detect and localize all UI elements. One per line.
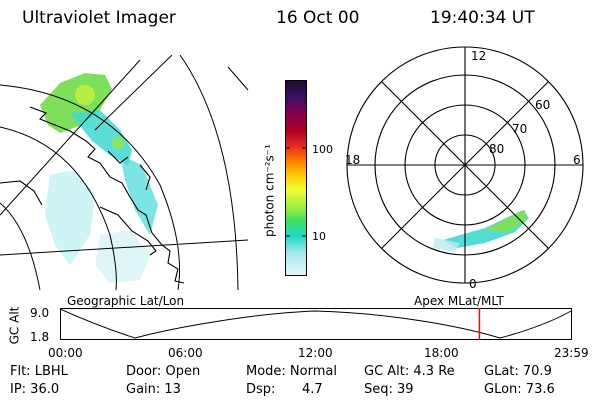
gc-alt-status: GC Alt: 4.3 Re xyxy=(364,364,455,379)
gc-alt-axis-title: GC Alt xyxy=(7,306,22,345)
colorbar-tick-10: 10 xyxy=(312,230,326,243)
x-tick-2359: 23:59 xyxy=(554,346,589,360)
altitude-timeline xyxy=(60,308,572,340)
coastlines xyxy=(0,106,185,284)
lat-label-80: 80 xyxy=(489,142,504,156)
glat-status: GLat: 70.9 xyxy=(484,364,552,379)
mode-status: Mode: Normal xyxy=(246,364,337,379)
dsp-value: 4.7 xyxy=(302,382,323,397)
colorbar-unit-label: photon cm⁻²s⁻¹ xyxy=(262,144,277,237)
seq-status: Seq: 39 xyxy=(364,382,414,397)
door-status: Door: Open xyxy=(126,364,201,379)
polar-plot: 12 18 6 0 60 70 80 xyxy=(345,46,584,290)
glon-status: GLon: 73.6 xyxy=(484,382,555,397)
instrument-title: Ultraviolet Imager xyxy=(22,8,176,28)
geographic-title: Geographic Lat/Lon xyxy=(67,294,185,308)
date-label: 16 Oct 00 xyxy=(276,8,360,28)
geographic-map xyxy=(0,55,249,290)
gain-status: Gain: 13 xyxy=(126,382,181,397)
ip-status: IP: 36.0 xyxy=(10,382,60,397)
x-tick-0600: 06:00 xyxy=(168,346,203,360)
mlt-label-right: 6 xyxy=(573,153,581,167)
x-tick-1200: 12:00 xyxy=(298,346,333,360)
color-bar xyxy=(285,80,307,276)
x-tick-1800: 18:00 xyxy=(424,346,459,360)
mlt-label-bottom: 0 xyxy=(469,277,477,290)
y-tick-9: 9.0 xyxy=(30,306,50,320)
y-tick-1-8: 1.8 xyxy=(30,330,50,344)
dsp-label: Dsp: xyxy=(246,382,276,397)
time-label: 19:40:34 UT xyxy=(430,8,535,28)
filter-status: Flt: LBHL xyxy=(10,364,68,379)
map-grid xyxy=(0,55,249,290)
mlt-label-left: 18 xyxy=(345,153,360,167)
altitude-curve xyxy=(60,308,572,339)
aurora-oval xyxy=(433,210,529,252)
mlt-label-top: 12 xyxy=(471,49,486,63)
aurora-emission xyxy=(40,73,158,283)
x-tick-0000: 00:00 xyxy=(48,346,83,360)
colorbar-tick-100: 100 xyxy=(312,143,333,156)
lat-label-70: 70 xyxy=(512,122,527,136)
lat-label-60: 60 xyxy=(535,98,550,112)
apex-title: Apex MLat/MLT xyxy=(414,294,504,308)
